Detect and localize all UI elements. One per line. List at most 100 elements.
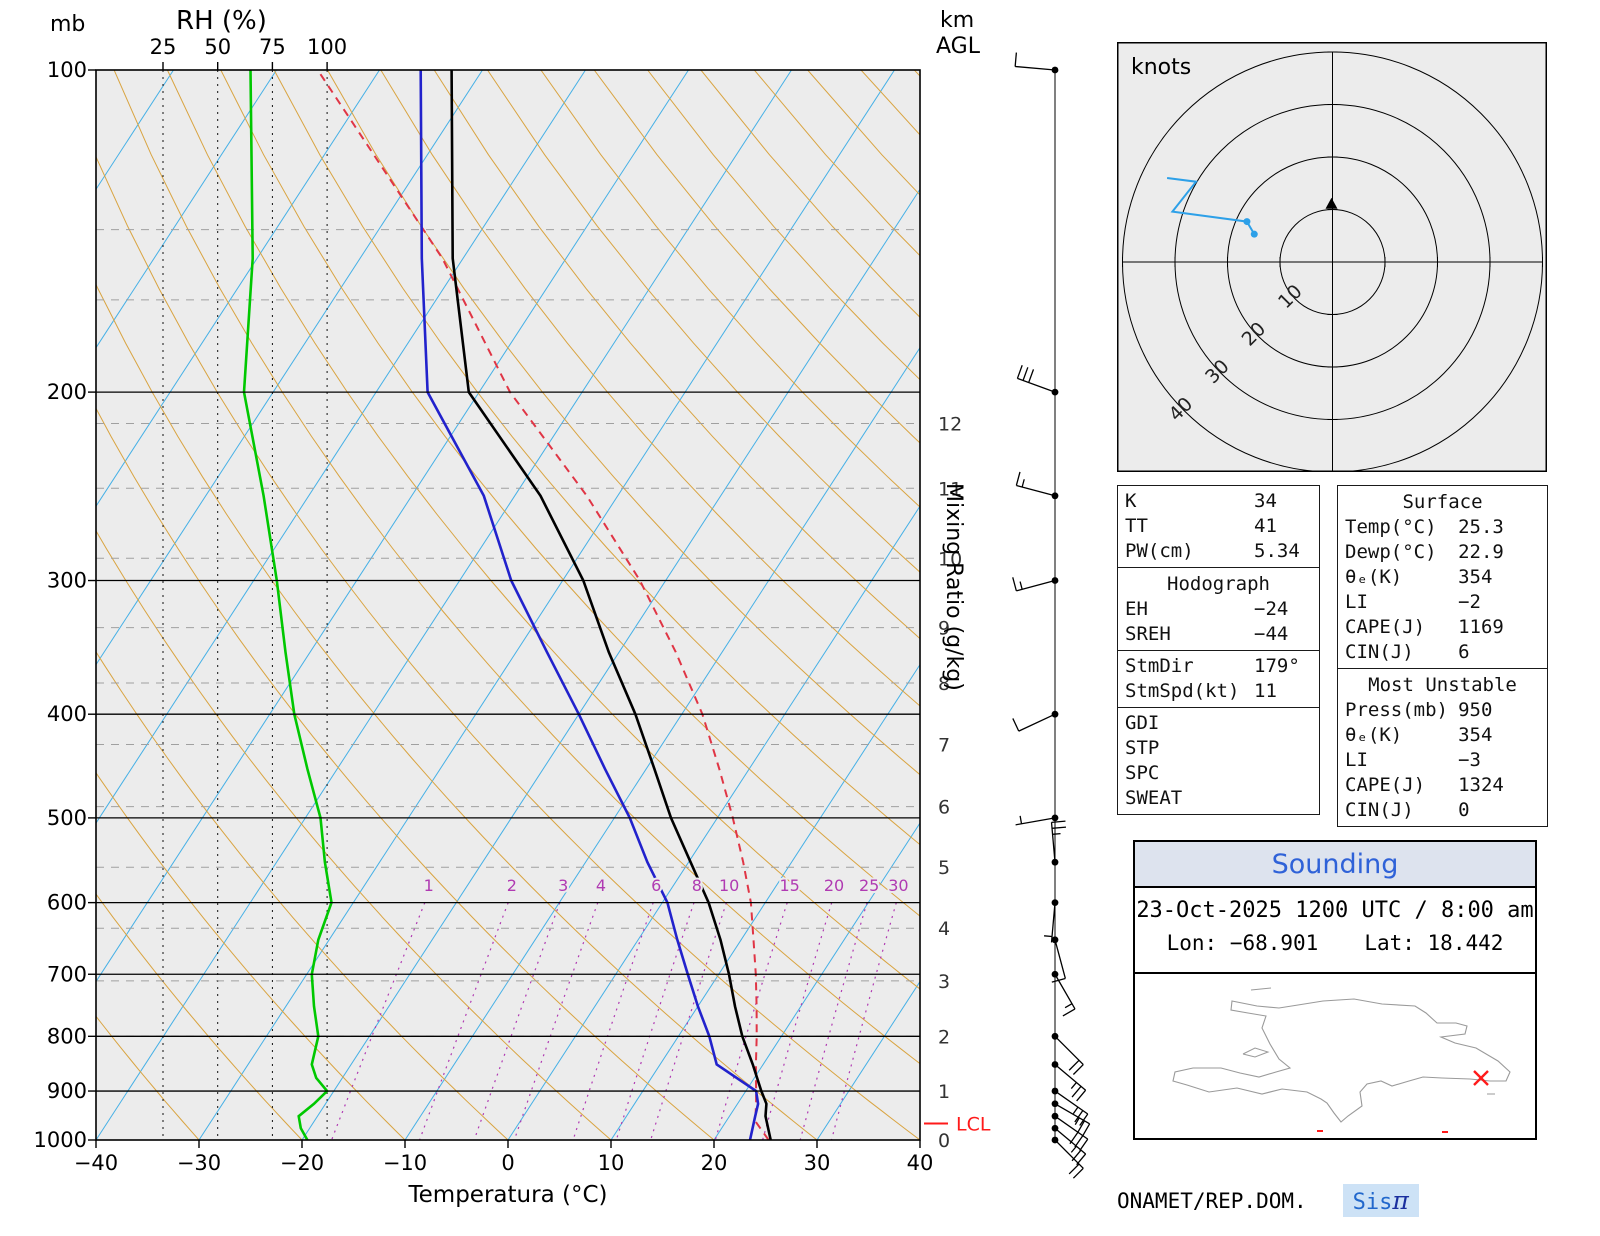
stat-row: SWEAT: [1125, 786, 1312, 811]
svg-text:12: 12: [938, 414, 962, 436]
svg-text:3: 3: [938, 971, 950, 993]
stat-value: 950: [1458, 699, 1493, 721]
indices-panel-right: Surface Temp(°C) 25.3 Dewp(°C) 22.9 θₑ(K) 354 L…: [1337, 485, 1548, 827]
svg-text:LCL: LCL: [956, 1113, 991, 1135]
stat-value: 354: [1458, 566, 1493, 588]
sounding-meta: 23-Oct-2025 1200 UTC / 8:00 am Lon: −68.…: [1135, 888, 1535, 974]
svg-text:900: 900: [47, 1079, 87, 1103]
dewpoint-curve: [419, 70, 760, 1140]
stat-value: 11: [1254, 680, 1277, 702]
stat-value: [1254, 736, 1312, 761]
svg-text:4: 4: [938, 918, 950, 940]
sounding-coordinates: Lon: −68.901 Lat: 18.442: [1135, 923, 1535, 955]
svg-text:−30: −30: [177, 1151, 221, 1175]
stat-row: PW(cm) 5.34: [1125, 539, 1312, 564]
svg-text:15: 15: [780, 876, 800, 895]
svg-text:10: 10: [719, 876, 739, 895]
svg-text:1: 1: [938, 1081, 950, 1103]
stats-block-title: Most Unstable: [1368, 674, 1517, 696]
sounding-datetime: 23-Oct-2025 1200 UTC / 8:00 am: [1136, 898, 1534, 923]
stat-row: Dewp(°C) 22.9: [1345, 540, 1540, 565]
location-map: [1135, 974, 1535, 1138]
stats-block-title: Surface: [1402, 491, 1483, 513]
stat-label: TT: [1125, 515, 1148, 537]
stats-block: Hodograph EH −24 SREH −44: [1117, 567, 1320, 651]
svg-text:8: 8: [692, 876, 702, 895]
stat-value: 1169: [1458, 616, 1504, 638]
stat-value: −3: [1458, 749, 1481, 771]
svg-text:20: 20: [824, 876, 844, 895]
stat-row: StmSpd(kt) 11: [1125, 679, 1312, 704]
stat-value: −44: [1254, 623, 1289, 645]
sounding-info-panel: Sounding 23-Oct-2025 1200 UTC / 8:00 am …: [1133, 840, 1537, 1140]
brand-badge: Sis π: [1342, 1184, 1419, 1217]
stat-label: EH: [1125, 598, 1148, 620]
stat-value: 25.3: [1458, 516, 1504, 538]
stat-label: Press(mb): [1345, 699, 1448, 721]
stat-value: 41: [1254, 515, 1277, 537]
svg-text:2: 2: [938, 1026, 950, 1048]
brand-pi-symbol: π: [1392, 1186, 1409, 1215]
stats-block: K 34 TT 41 PW(cm) 5.34: [1117, 485, 1320, 568]
stat-value: [1254, 761, 1312, 786]
temperature-axis-title: Temperatura (°C): [408, 1182, 608, 1208]
stat-label: StmSpd(kt): [1125, 680, 1240, 702]
stat-label: LI: [1345, 591, 1368, 613]
svg-text:30: 30: [888, 876, 908, 895]
stat-label: CIN(J): [1345, 799, 1414, 821]
svg-text:100: 100: [307, 35, 347, 59]
stat-row: StmDir 179°: [1125, 654, 1312, 679]
svg-text:6: 6: [938, 797, 950, 819]
pressure-axis-unit: mb: [50, 12, 86, 37]
svg-text:−40: −40: [74, 1151, 118, 1175]
stat-row: Temp(°C) 25.3: [1345, 515, 1540, 540]
stat-value: 354: [1458, 724, 1493, 746]
stat-row: CIN(J) 6: [1345, 640, 1540, 665]
stat-value: 34: [1254, 490, 1277, 512]
stat-value: 6: [1458, 641, 1470, 663]
svg-text:25: 25: [859, 876, 879, 895]
svg-text:50: 50: [204, 35, 231, 59]
svg-text:3: 3: [558, 876, 568, 895]
svg-text:−20: −20: [280, 1151, 324, 1175]
stat-row: θₑ(K) 354: [1345, 723, 1540, 748]
stat-row: CAPE(J) 1169: [1345, 615, 1540, 640]
stat-label: Dewp(°C): [1345, 541, 1437, 563]
stat-label: θₑ(K): [1345, 724, 1403, 746]
stat-row: SPC: [1125, 761, 1312, 786]
svg-text:10: 10: [938, 548, 962, 570]
stat-row: SREH −44: [1125, 622, 1312, 647]
mixing-ratio-axis-title: Mixing Ratio (g/kg): [941, 483, 966, 691]
stat-value: −2: [1458, 591, 1481, 613]
svg-text:11: 11: [938, 478, 962, 500]
parcel-curve: [316, 70, 770, 1140]
stat-label: Temp(°C): [1345, 516, 1437, 538]
temperature-curve: [450, 70, 772, 1140]
svg-text:2: 2: [507, 876, 517, 895]
svg-text:700: 700: [47, 962, 87, 986]
sounding-title: Sounding: [1135, 842, 1535, 888]
stats-block: StmDir 179° StmSpd(kt) 11: [1117, 650, 1320, 708]
stat-label: K: [1125, 490, 1137, 512]
footer: ONAMET/REP.DOM. Sis π: [1117, 1184, 1419, 1217]
svg-text:5: 5: [938, 857, 950, 879]
stat-label: CAPE(J): [1345, 616, 1426, 638]
svg-text:10: 10: [598, 1151, 625, 1175]
stats-block: GDI STP SPC SWEAT: [1117, 707, 1320, 815]
sounding-longitude: Lon: −68.901: [1166, 931, 1319, 955]
island-outline: [1172, 998, 1511, 1123]
stat-label: LI: [1345, 749, 1368, 771]
stat-row: LI −3: [1345, 748, 1540, 773]
svg-text:40: 40: [907, 1151, 934, 1175]
stat-label: CAPE(J): [1345, 774, 1426, 796]
svg-text:1: 1: [424, 876, 434, 895]
stat-label: θₑ(K): [1345, 566, 1403, 588]
stat-label: PW(cm): [1125, 540, 1194, 562]
stat-row: Press(mb) 950: [1345, 698, 1540, 723]
stat-value: −24: [1254, 598, 1289, 620]
stat-label: SPC: [1125, 762, 1160, 784]
svg-text:0: 0: [501, 1151, 514, 1175]
svg-text:500: 500: [47, 806, 87, 830]
svg-text:7: 7: [938, 735, 950, 757]
svg-text:400: 400: [47, 702, 87, 726]
